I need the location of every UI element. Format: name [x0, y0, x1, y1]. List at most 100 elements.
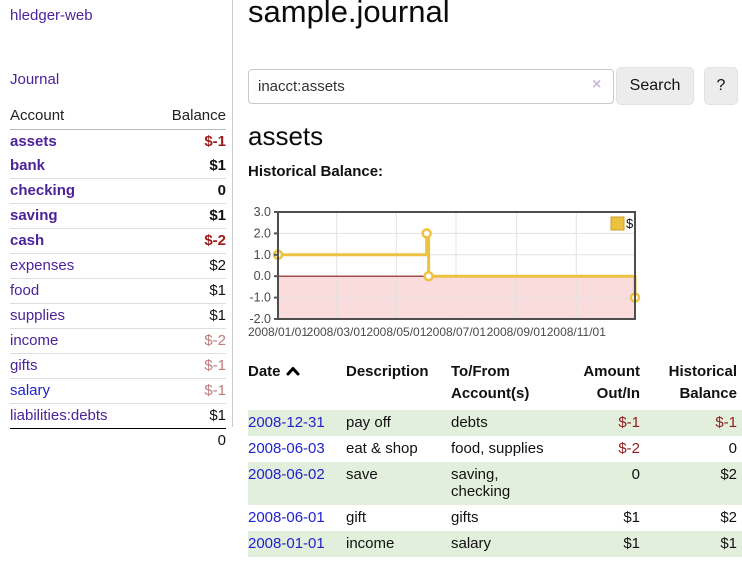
svg-text:2008/09/01: 2008/09/01 [487, 325, 547, 339]
transaction-row: 2008-06-01 gift gifts $1 $2 [248, 505, 742, 531]
account-balance: $1 [209, 157, 226, 174]
transaction-amount: $-1 [618, 414, 640, 431]
chart-legend-label: $ [626, 216, 634, 231]
account-row: bank $1 [10, 154, 226, 179]
account-link[interactable]: liabilities:debts [10, 407, 108, 424]
transaction-description: income [346, 535, 395, 552]
account-link[interactable]: expenses [10, 257, 75, 274]
accounts-total-value: 0 [148, 428, 226, 453]
clear-search-icon[interactable]: × [592, 76, 602, 93]
register-header-amount: Amount Out/In [583, 363, 640, 402]
svg-text:2008/05/01: 2008/05/01 [366, 325, 426, 339]
account-balance: $1 [209, 307, 226, 324]
page-title: sample.journal [248, 0, 450, 29]
account-balance: $-2 [204, 332, 226, 349]
account-balance: $-1 [204, 133, 226, 150]
svg-text:1.0: 1.0 [254, 248, 271, 262]
transaction-amount: $1 [623, 535, 640, 552]
account-balance: $1 [209, 407, 226, 424]
transaction-date-link[interactable]: 2008-12-31 [248, 414, 325, 431]
chart-title: Historical Balance: [248, 163, 384, 180]
transaction-balance: $2 [720, 509, 737, 526]
transaction-date-link[interactable]: 2008-06-02 [248, 466, 325, 483]
transaction-description: eat & shop [346, 440, 418, 457]
register-header-balance: Historical Balance [668, 363, 737, 402]
register-table: Date Description To/From Account(s) Amou… [248, 360, 742, 557]
account-link[interactable]: gifts [10, 357, 38, 374]
account-row: checking 0 [10, 178, 226, 204]
account-row: supplies $1 [10, 303, 226, 329]
sidebar-divider [232, 0, 233, 427]
transaction-balance: $1 [720, 535, 737, 552]
account-link[interactable]: bank [10, 157, 46, 174]
transaction-description: pay off [346, 414, 391, 431]
transaction-row: 2008-06-02 save saving, checking 0 $2 [248, 462, 742, 505]
historical-balance-chart: 3.0 2.0 1.0 0.0 -1.0 -2.02008/01/012008/03/01… [248, 205, 641, 339]
account-balance: $2 [209, 257, 226, 274]
transaction-balance: 0 [728, 440, 737, 457]
help-button[interactable]: ? [704, 67, 738, 105]
transaction-row: 2008-06-03 eat & shop food, supplies $-2… [248, 436, 742, 462]
register-header-accounts: To/From Account(s) [451, 363, 530, 402]
account-link[interactable]: income [10, 332, 59, 349]
sidebar-item-journal[interactable]: Journal [10, 71, 60, 88]
account-balance: $1 [209, 207, 226, 224]
transaction-amount: 0 [631, 466, 640, 483]
account-balance: $-1 [204, 357, 226, 374]
svg-text:-1.0: -1.0 [249, 291, 271, 305]
account-link[interactable]: salary [10, 382, 51, 399]
register-header-date[interactable]: Date [248, 360, 346, 410]
account-row: income $-2 [10, 328, 226, 354]
main-content: sample.journal × Search ? assets Histori… [248, 0, 742, 582]
account-link[interactable]: saving [10, 207, 58, 224]
transaction-date-link[interactable]: 2008-06-01 [248, 509, 325, 526]
svg-text:2008/03/01: 2008/03/01 [307, 325, 367, 339]
accounts-header-row: Account Balance [10, 104, 226, 130]
transaction-amount: $1 [623, 509, 640, 526]
svg-text:-2.0: -2.0 [249, 312, 271, 326]
svg-text:0.0: 0.0 [254, 269, 271, 283]
account-link[interactable]: food [10, 282, 40, 299]
transaction-balance: $-1 [715, 414, 737, 431]
transaction-date-link[interactable]: 2008-06-03 [248, 440, 325, 457]
account-heading: assets [248, 121, 324, 151]
account-row: gifts $-1 [10, 353, 226, 379]
account-balance: $1 [209, 282, 226, 299]
account-balance: 0 [217, 182, 226, 199]
register-header-row: Date Description To/From Account(s) Amou… [248, 360, 742, 410]
account-link[interactable]: checking [10, 182, 76, 199]
account-row: expenses $2 [10, 253, 226, 279]
brand-link[interactable]: hledger-web [10, 7, 93, 24]
transaction-accounts: debts [451, 414, 488, 431]
svg-text:2.0: 2.0 [254, 226, 271, 240]
transaction-row: 2008-12-31 pay off debts $-1 $-1 [248, 410, 742, 436]
accounts-header-balance: Balance [148, 104, 226, 130]
transaction-description: gift [346, 509, 367, 526]
transaction-amount: $-2 [618, 440, 640, 457]
account-row: assets $-1 [10, 130, 226, 155]
accounts-total-row: 0 [10, 428, 226, 453]
search-bar: × Search ? [248, 67, 742, 105]
sidebar: hledger-web Journal Account Balance asse… [0, 0, 232, 582]
transaction-description: save [346, 466, 378, 483]
search-button[interactable]: Search [616, 67, 694, 105]
account-link[interactable]: assets [10, 133, 57, 150]
transaction-balance: $2 [720, 466, 737, 483]
account-row: saving $1 [10, 203, 226, 229]
account-balance: $-2 [204, 232, 226, 249]
transaction-accounts: food, supplies [451, 440, 544, 457]
svg-text:2008/07/01: 2008/07/01 [426, 325, 486, 339]
transaction-date-link[interactable]: 2008-01-01 [248, 535, 325, 552]
accounts-header-account: Account [10, 104, 149, 130]
svg-text:2008/11/01: 2008/11/01 [547, 325, 606, 339]
accounts-table: Account Balance assets $-1 bank $1 c [10, 104, 226, 453]
account-balance: $-1 [204, 382, 226, 399]
account-link[interactable]: supplies [10, 307, 66, 324]
register-header-description: Description [346, 363, 429, 380]
svg-text:2008/01/01: 2008/01/01 [248, 325, 308, 339]
account-link[interactable]: cash [10, 232, 45, 249]
search-input[interactable] [248, 69, 614, 104]
transaction-accounts: saving, checking [451, 466, 511, 500]
transaction-accounts: gifts [451, 509, 479, 526]
